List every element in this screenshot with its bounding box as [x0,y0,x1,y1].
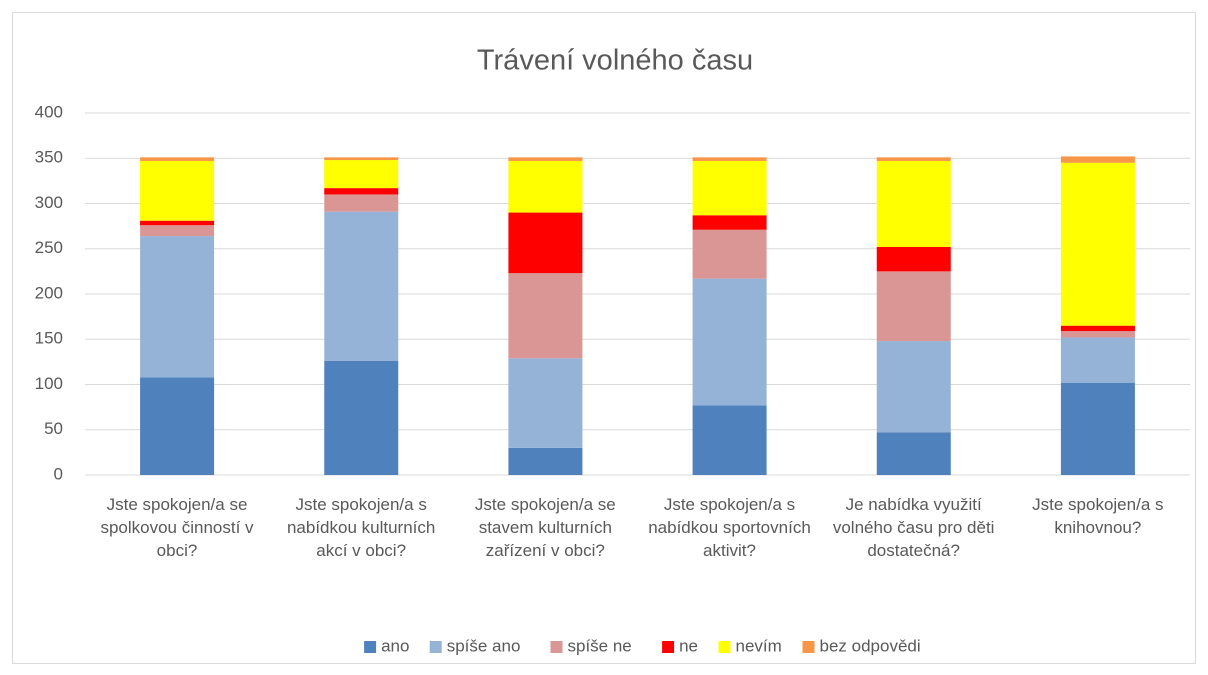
bar-segment [324,157,399,161]
bar-segment [692,278,767,406]
bar-segment [140,377,215,475]
bar-segment [876,160,951,247]
bar-segment [324,188,399,195]
y-tick-label: 300 [35,193,63,212]
bar-segment [876,157,951,161]
legend-label: nevím [736,636,782,655]
bar-segment [324,194,399,212]
bar-segment [692,215,767,230]
x-tick-label: Jste spokojen/a se stavem kulturních zař… [474,495,616,560]
chart-title: Trávení volného času [477,45,753,77]
bar-segment [324,211,399,361]
y-tick-label: 250 [35,238,63,257]
bar-segment [324,160,399,189]
legend-label: ne [679,636,698,655]
bar-segment [140,236,215,378]
bar-segment [876,341,951,433]
legend-swatch [429,641,442,653]
bar-segment [692,160,767,216]
y-tick-label: 50 [44,419,63,438]
legend-label: bez odpovědi [820,636,921,655]
bar-segment [140,225,215,237]
x-tick-label: Jste spokojen/a s nabídkou sportovních a… [648,495,811,560]
bar-segment [508,273,583,359]
bar-segment [1060,382,1135,475]
y-tick-label: 200 [35,283,63,302]
y-tick-label: 100 [35,374,63,393]
y-tick-label: 400 [35,102,63,121]
bar-segment [140,157,215,161]
legend-label: spíše ne [568,636,632,655]
bar-segment [692,405,767,475]
bar-segment [508,447,583,475]
y-tick-label: 0 [54,464,63,483]
bar-segment [876,246,951,272]
bar-segment [1060,162,1135,326]
legend-swatch [662,641,675,653]
y-tick-label: 350 [35,148,63,167]
bar-segment [1060,331,1135,338]
legend-swatch [364,641,377,653]
bar-segment [508,160,583,213]
bar-segment [508,358,583,448]
y-tick-label: 150 [35,329,63,348]
bar-segment [1060,337,1135,383]
x-tick-label: Je nabídka využití volného času pro děti… [832,495,995,560]
bar-segment [692,157,767,161]
legend-swatch [802,641,815,653]
bar-segment [876,432,951,475]
legend-label: ano [381,636,409,655]
x-tick-label: Jste spokojen/a s nabídkou kulturních ak… [286,495,436,560]
bar-segment [1060,156,1135,163]
bar-segment [692,229,767,279]
bar-segment [324,360,399,475]
x-tick-label: Jste spokojen/a se spolkovou činností v … [100,495,254,560]
bar-segment [876,271,951,342]
bar-segment [1060,325,1135,332]
x-tick-label: Jste spokojen/a s knihovnou? [1032,495,1164,537]
bar-segment [508,157,583,161]
bar-segment [140,160,215,221]
legend-swatch [718,641,731,653]
bar-segment [140,220,215,226]
bar-segment [508,212,583,274]
legend-swatch [550,641,563,653]
legend-label: spíše ano [447,636,521,655]
